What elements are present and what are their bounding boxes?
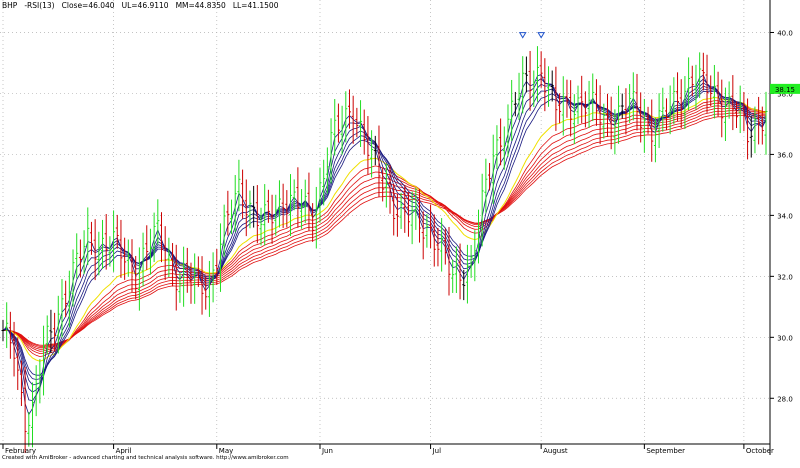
short-ema-3 (2, 73, 767, 416)
short-ema-13 (2, 90, 767, 376)
y-tick-label: 36.0 (777, 151, 793, 159)
long-ema-30 (2, 100, 766, 358)
x-tick-label: February (5, 447, 36, 455)
last-price-tag-box (770, 83, 800, 94)
y-tick-label: 28.0 (777, 395, 793, 403)
chart-header: BHP -RSI(13) Close=46.040 UL=46.9110 MM=44.8… (2, 1, 279, 10)
ll-label: LL=41.1500 (232, 1, 279, 10)
triangle-marker-icon (537, 32, 546, 39)
signal-markers (518, 32, 546, 39)
ul-label: UL=46.9110 (121, 1, 169, 10)
long-ema-45 (2, 107, 767, 350)
short-ema-ribbon (2, 73, 767, 416)
mm-label: MM=44.8350 (175, 1, 226, 10)
y-tick-label: 30.0 (777, 334, 793, 342)
x-tick-label: May (219, 447, 233, 455)
x-tick-label: September (646, 447, 685, 455)
indicator-label: RSI(13) (27, 1, 55, 10)
last-price-tag-label: 38.15 (775, 86, 795, 94)
y-tick-label: 34.0 (777, 212, 793, 220)
long-ema-35 (2, 102, 766, 355)
long-ema-50 (2, 110, 767, 349)
triangle-marker-icon (518, 32, 527, 39)
last-price-tag: 38.15 (770, 83, 800, 94)
footer-credit: Created with AmiBroker - advanced charti… (2, 455, 289, 461)
long-ema-ribbon (2, 100, 767, 358)
long-ema-60 (2, 114, 767, 346)
y-tick-label: 32.0 (777, 273, 793, 281)
close-label: Close=46.040 (61, 1, 115, 10)
x-tick-label: Jul (432, 447, 442, 455)
x-tick-label: October (746, 447, 774, 455)
x-tick-label: Jun (321, 447, 333, 455)
ohlc-bars (1, 46, 768, 453)
x-tick-label: April (116, 447, 132, 455)
y-tick-label: 40.0 (777, 29, 793, 37)
grid (0, 0, 770, 444)
y-tick-label: 38.0 (777, 90, 793, 98)
symbol-label: BHP (2, 1, 18, 10)
long-ema-55 (2, 112, 767, 347)
x-tick-label: August (543, 447, 568, 455)
x-axis: February April May Jun Jul August September Oct… (2, 444, 774, 455)
